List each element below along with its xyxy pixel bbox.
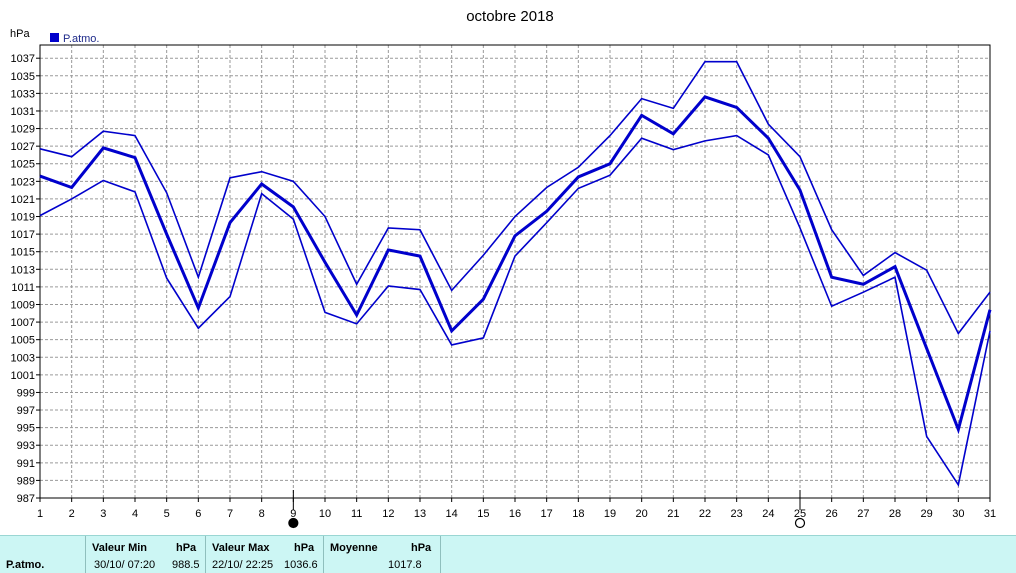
legend: P.atmo. [50, 33, 100, 45]
moon-phase-markers [288, 490, 806, 529]
y-tick-label: 1027 [11, 141, 35, 153]
x-tick-label: 17 [541, 508, 553, 520]
y-tick-label: 991 [17, 458, 35, 470]
y-tick-label: 1025 [11, 159, 35, 171]
y-tick-label: 1019 [11, 212, 35, 224]
legend-label: P.atmo. [63, 33, 100, 45]
series-line-avg [39, 95, 992, 435]
series-line-min [39, 134, 991, 487]
y-tick-label: 1003 [11, 352, 35, 364]
max-date: 22/10/ 22:25 [212, 559, 274, 571]
avg-value: 1017.8 [388, 559, 422, 571]
x-tick-label: 25 [794, 508, 806, 520]
y-tick-label: 989 [17, 475, 35, 487]
avg-header: Moyenne [330, 542, 378, 554]
x-tick-label: 13 [414, 508, 426, 520]
y-tick-label: 1029 [11, 124, 35, 136]
pressure-chart: octobre 2018 hPa P.atmo. 987989991993995… [10, 8, 996, 529]
x-tick-label: 28 [889, 508, 901, 520]
x-tick-label: 2 [69, 508, 75, 520]
min-unit: hPa [176, 542, 197, 554]
y-tick-label: 1007 [11, 317, 35, 329]
avg-unit: hPa [411, 542, 432, 554]
legend-swatch [50, 33, 59, 42]
x-tick-label: 24 [762, 508, 774, 520]
max-unit: hPa [294, 542, 315, 554]
chart-title: octobre 2018 [466, 8, 554, 25]
y-tick-label: 1015 [11, 247, 35, 259]
max-value: 1036.6 [284, 559, 318, 571]
y-tick-label: 999 [17, 387, 35, 399]
x-tick-label: 16 [509, 508, 521, 520]
x-tick-label: 12 [382, 508, 394, 520]
y-tick-label: 1035 [11, 71, 35, 83]
x-tick-label: 23 [731, 508, 743, 520]
x-tick-label: 10 [319, 508, 331, 520]
max-header: Valeur Max [212, 542, 270, 554]
min-value: 988.5 [172, 559, 200, 571]
x-tick-label: 30 [952, 508, 964, 520]
y-tick-label: 993 [17, 440, 35, 452]
y-tick-label: 995 [17, 423, 35, 435]
x-tick-label: 21 [667, 508, 679, 520]
x-tick-label: 18 [572, 508, 584, 520]
x-tick-label: 11 [351, 508, 362, 520]
y-tick-label: 1009 [11, 299, 35, 311]
x-tick-label: 1 [37, 508, 43, 520]
y-tick-label: 1001 [11, 370, 35, 382]
series-line-max [39, 60, 991, 336]
x-tick-label: 20 [636, 508, 648, 520]
y-tick-labels: 987 989 991 993 995 997 999 1001 1003 1005 1007 100… [11, 53, 40, 505]
min-header: Valeur Min [92, 542, 148, 554]
stats-avg-cell: Moyenne hPa 1017.8 [324, 536, 441, 573]
y-tick-label: 1033 [11, 88, 35, 100]
x-tick-label: 14 [446, 508, 458, 520]
stats-row-label: P.atmo. [6, 559, 45, 571]
x-tick-label: 19 [604, 508, 616, 520]
x-tick-label: 26 [826, 508, 838, 520]
y-tick-label: 1011 [11, 282, 35, 294]
x-tick-label: 6 [195, 508, 201, 520]
y-tick-label: 1023 [11, 176, 35, 188]
x-tick-label: 3 [100, 508, 106, 520]
x-tick-label: 4 [132, 508, 138, 520]
y-tick-label: 1017 [11, 229, 35, 241]
y-axis-unit: hPa [10, 28, 30, 40]
y-tick-label: 1037 [11, 53, 35, 65]
y-tick-label: 987 [17, 493, 35, 505]
statistics-bar: P.atmo. Valeur Min hPa 30/10/ 07:20 988.… [0, 535, 1016, 573]
x-tick-label: 8 [259, 508, 265, 520]
x-tick-label: 9 [290, 508, 296, 520]
y-tick-label: 1031 [11, 106, 35, 118]
x-tick-label: 29 [921, 508, 933, 520]
new-moon-icon [288, 517, 299, 529]
x-tick-label: 31 [984, 508, 996, 520]
stats-min-cell: Valeur Min hPa 30/10/ 07:20 988.5 [86, 536, 206, 573]
y-tick-label: 1013 [11, 264, 35, 276]
y-tick-label: 997 [17, 405, 35, 417]
y-tick-label: 1021 [11, 194, 35, 206]
series-layer [39, 60, 992, 487]
x-tick-label: 15 [477, 508, 489, 520]
min-date: 30/10/ 07:20 [94, 559, 156, 571]
stats-max-cell: Valeur Max hPa 22/10/ 22:25 1036.6 [206, 536, 324, 573]
x-tick-label: 5 [164, 508, 170, 520]
y-tick-label: 1005 [11, 335, 35, 347]
full-moon-icon [794, 517, 806, 529]
x-tick-label: 22 [699, 508, 711, 520]
x-tick-label: 7 [227, 508, 233, 520]
stats-label-cell: P.atmo. [0, 536, 86, 573]
x-tick-labels: 1 2 3 4 5 6 7 8 9 10 11 12 13 14 15 16 17 18 19 20 21 22 23 24 2… [37, 498, 996, 520]
x-tick-label: 27 [857, 508, 869, 520]
